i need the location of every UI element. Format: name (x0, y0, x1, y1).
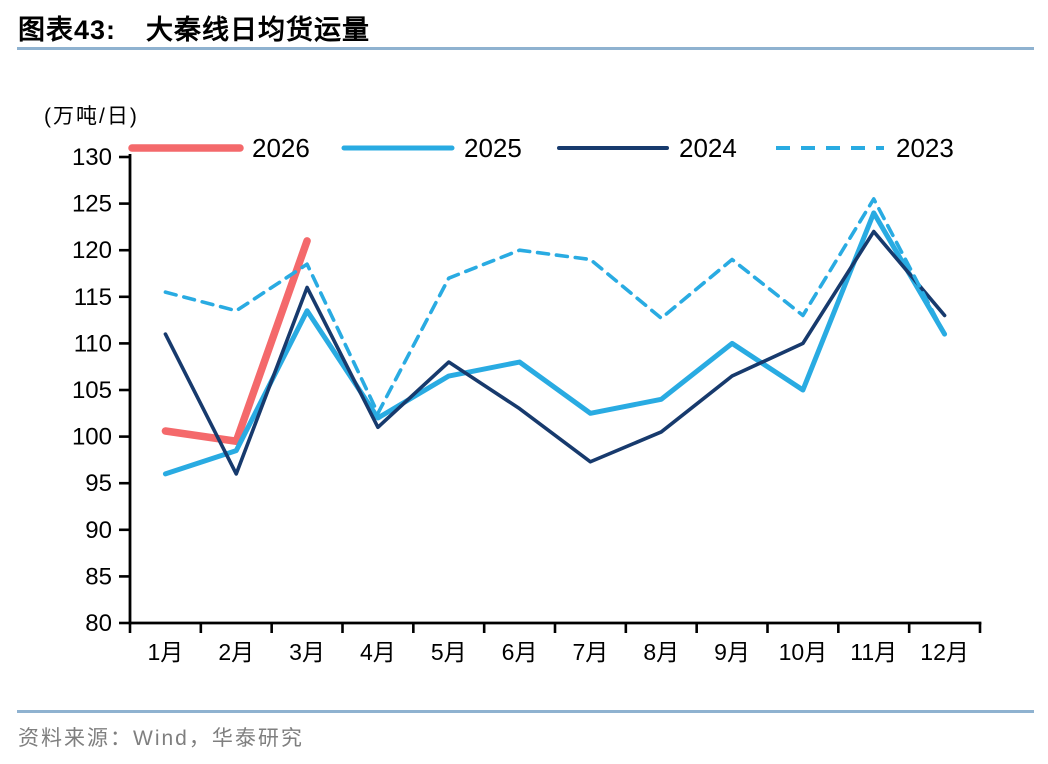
figure-name: 大秦线日均货运量 (146, 15, 371, 45)
y-tick-label: 90 (85, 517, 112, 544)
x-month-label: 11月 (850, 639, 897, 665)
line-chart: 80 85 90 95 100 105 110 115 120 125 130 1月 2月 3月 4月 5月 6… (72, 133, 982, 665)
series-line-2023 (163, 197, 947, 416)
y-tick-label: 105 (72, 377, 112, 404)
series-line-2026 (161, 237, 311, 446)
y-tick-label: 125 (72, 191, 112, 218)
title-divider-rule (17, 47, 1034, 50)
x-month-label: 2月 (218, 639, 254, 665)
x-month-label: 7月 (573, 639, 609, 665)
y-tick-label: 85 (85, 563, 112, 590)
x-month-label: 10月 (779, 639, 828, 665)
y-tick-label: 95 (85, 470, 112, 497)
legend-label-2026: 2026 (252, 133, 310, 163)
x-month-label: 8月 (643, 639, 679, 665)
y-tick-label: 120 (72, 237, 112, 264)
figure-title: 图表43: 大秦线日均货运量 (18, 8, 370, 47)
legend-label-2023: 2023 (896, 133, 954, 163)
y-tick-label: 110 (74, 330, 112, 357)
x-month-label: 5月 (431, 639, 467, 665)
x-month-label: 12月 (920, 639, 969, 665)
y-tick-label: 80 (85, 610, 112, 637)
footer-divider-rule (17, 710, 1034, 713)
x-month-label: 3月 (289, 639, 325, 665)
y-tick-label: 130 (72, 144, 112, 171)
x-month-label: 6月 (502, 639, 538, 665)
legend-label-2024: 2024 (679, 133, 737, 163)
series-line-2024 (163, 229, 947, 476)
source-note: 资料来源：Wind，华泰研究 (18, 727, 304, 750)
x-month-label: 9月 (714, 639, 750, 665)
y-tick-label: 100 (72, 424, 112, 451)
figure-number: 图表43: (18, 15, 117, 45)
legend-label-2025: 2025 (464, 133, 522, 163)
y-tick-label: 115 (74, 284, 112, 311)
x-month-label: 1月 (148, 639, 184, 665)
series-line-2025 (162, 210, 948, 477)
unit-label: (万吨/日) (44, 105, 139, 128)
x-month-label: 4月 (360, 639, 396, 665)
